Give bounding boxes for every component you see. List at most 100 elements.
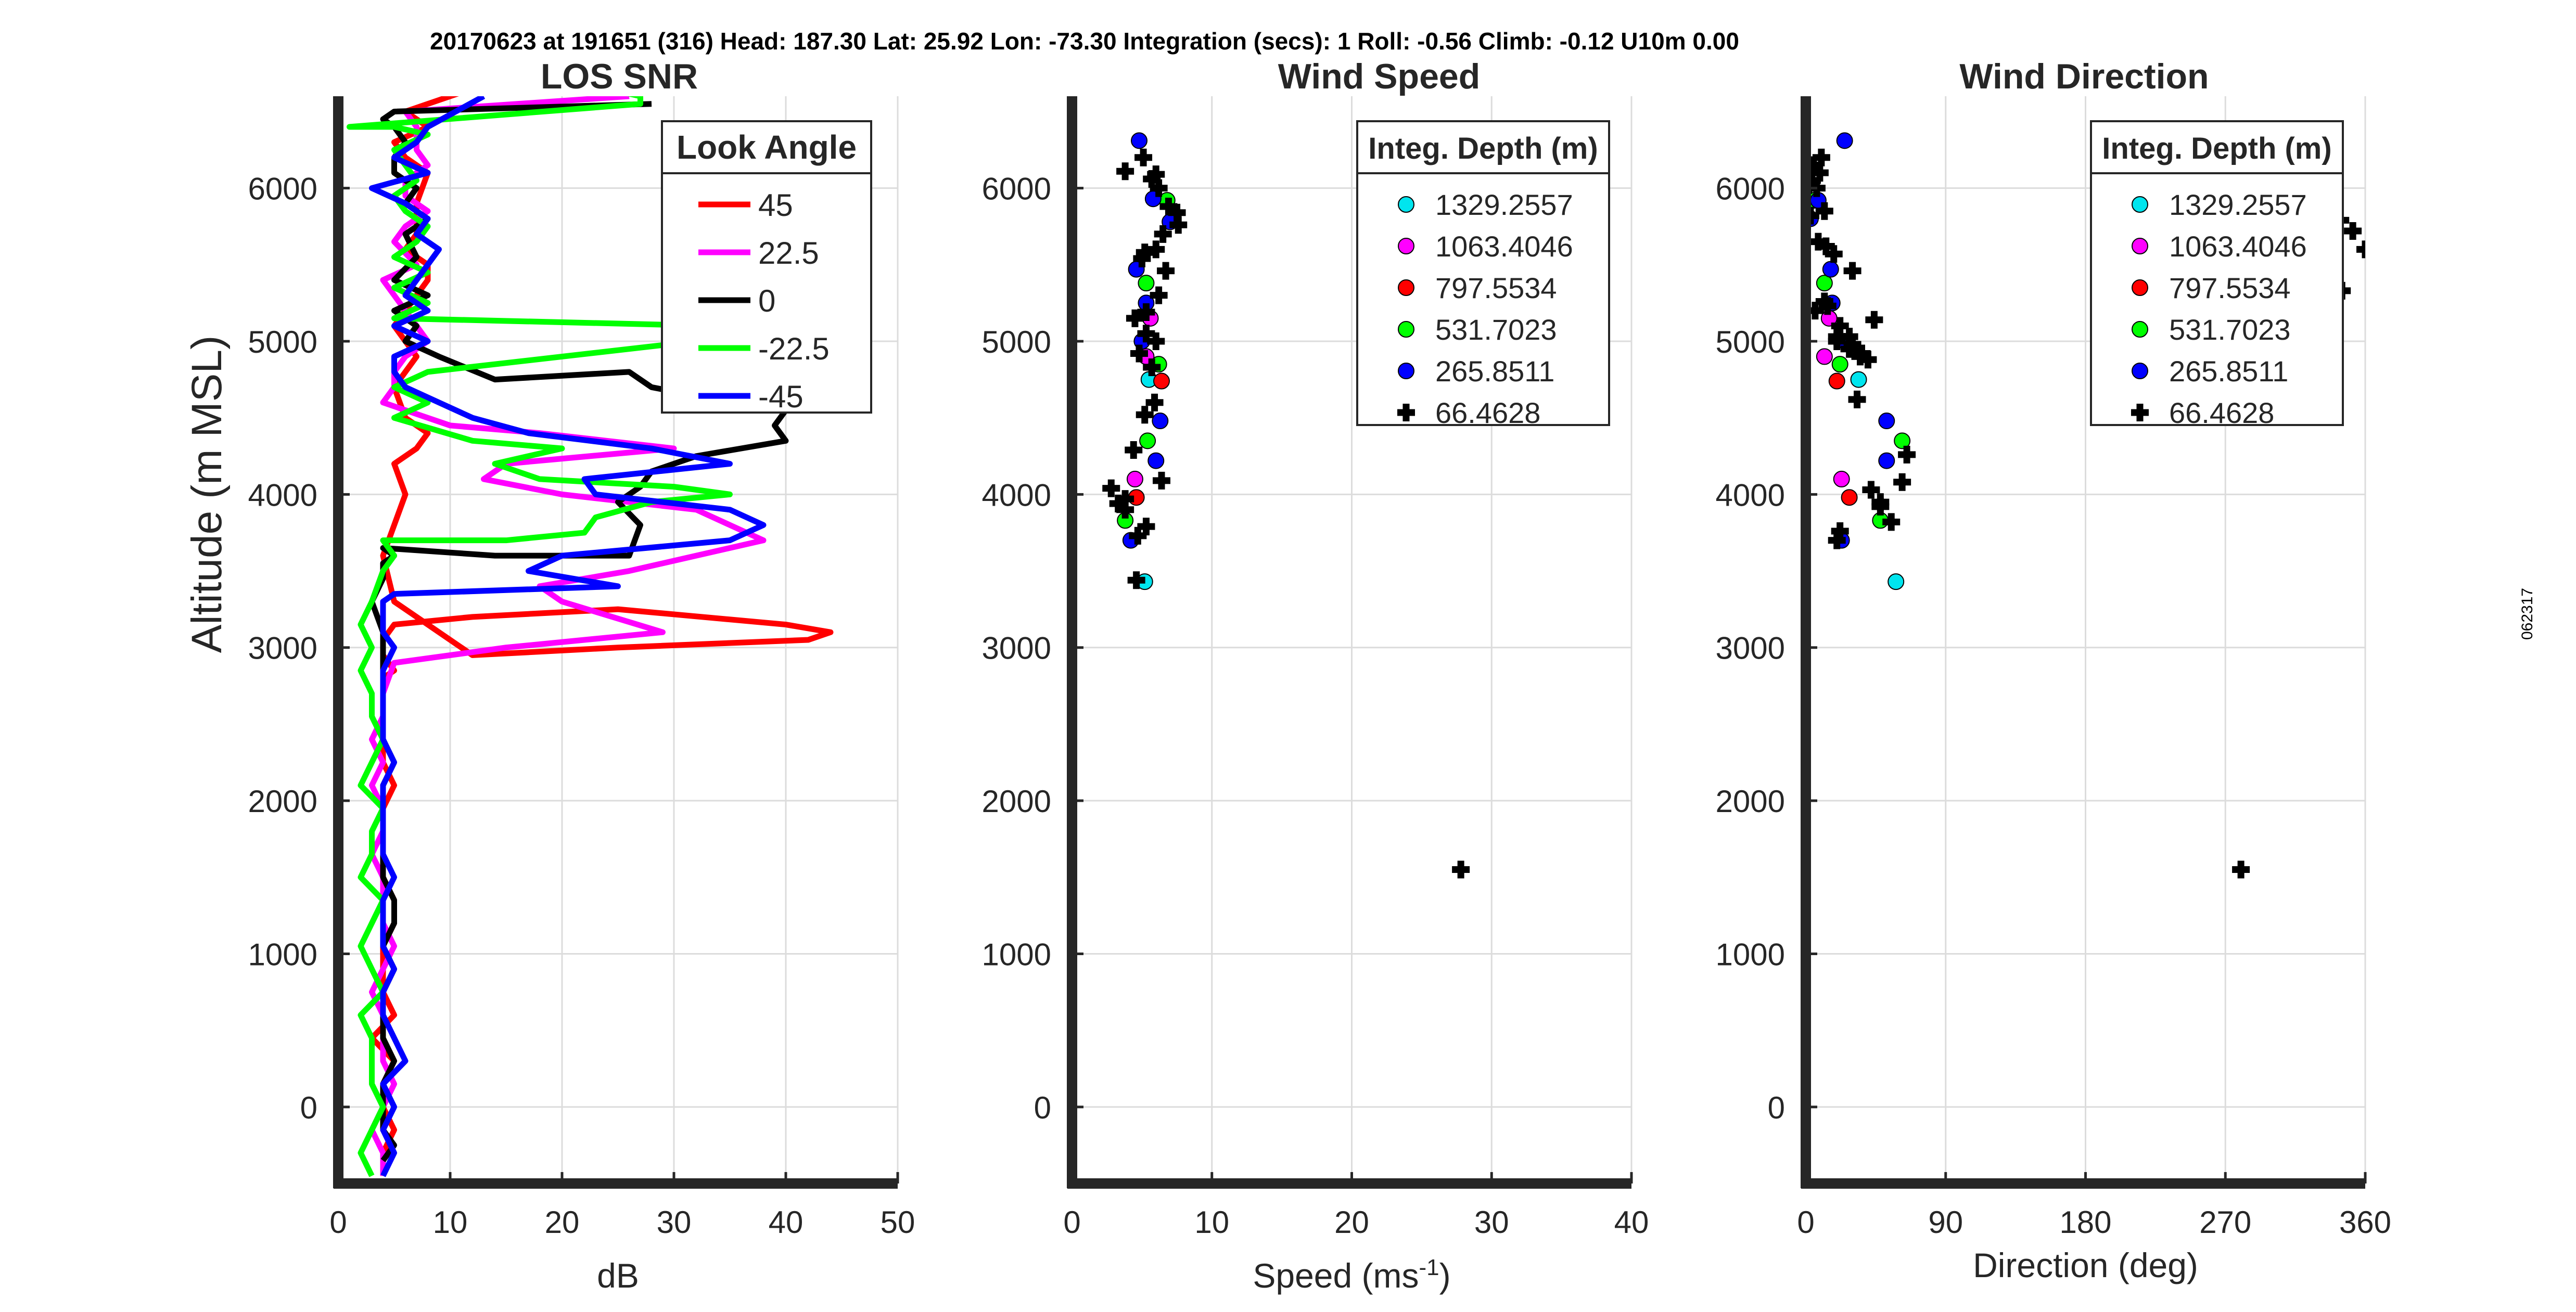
data-point-circle bbox=[1153, 372, 1170, 390]
legend-swatch-circle bbox=[2132, 196, 2148, 213]
data-point-plus bbox=[1898, 445, 1916, 464]
data-point-plus bbox=[1102, 479, 1120, 497]
data-point-plus bbox=[1153, 471, 1170, 490]
plot-data bbox=[347, 96, 834, 1177]
data-point-circle bbox=[1126, 470, 1143, 487]
y-tick-label: 2000 bbox=[1716, 784, 1785, 819]
data-point-plus bbox=[1871, 493, 1890, 511]
legend-title: Integ. Depth (m) bbox=[2102, 132, 2331, 165]
data-point-plus bbox=[1136, 406, 1154, 424]
legend-label: 531.7023 bbox=[2169, 313, 2291, 346]
data-point-plus bbox=[1840, 340, 1858, 358]
data-point-plus bbox=[2356, 240, 2365, 259]
legend-swatch-circle bbox=[2132, 321, 2148, 338]
legend-title: Look Angle bbox=[677, 128, 857, 166]
x-tick-label: 40 bbox=[769, 1205, 804, 1240]
x-tick-label: 0 bbox=[329, 1205, 347, 1240]
x-tick-label: 10 bbox=[1194, 1205, 1229, 1240]
data-point-circle bbox=[1878, 413, 1895, 430]
legend-label: 1329.2557 bbox=[1435, 188, 1573, 221]
data-point-plus bbox=[1143, 358, 1161, 377]
data-point-plus bbox=[1126, 309, 1144, 327]
data-point-plus bbox=[1831, 317, 1849, 335]
data-point-plus bbox=[1137, 303, 1155, 321]
x-axis-label-end: ) bbox=[1439, 1256, 1451, 1295]
x-tick-label: 30 bbox=[657, 1205, 692, 1240]
legend: Integ. Depth (m) 1329.2557 1063.4046 797.55… bbox=[2090, 120, 2344, 429]
legend-label: 0 bbox=[758, 284, 775, 318]
legend-label: 22.5 bbox=[758, 236, 819, 271]
x-tick-label: 270 bbox=[2199, 1205, 2251, 1240]
figure-header: 20170623 at 191651 (316) Head: 187.30 La… bbox=[430, 28, 1739, 55]
data-point-circle bbox=[1850, 371, 1867, 388]
data-point-plus bbox=[1815, 202, 1833, 220]
data-point-plus bbox=[1130, 344, 1148, 363]
data-point-plus bbox=[2344, 222, 2362, 240]
legend-label: 797.5534 bbox=[2169, 272, 2291, 304]
axes bbox=[1801, 96, 2367, 1189]
data-point-plus bbox=[1147, 240, 1165, 259]
legend-swatch-circle bbox=[1398, 196, 1414, 213]
data-point-plus bbox=[1843, 262, 1861, 280]
data-point-plus bbox=[1134, 148, 1153, 166]
data-point-circle bbox=[1147, 452, 1165, 469]
chart-title: Wind Speed bbox=[1278, 57, 1481, 96]
data-point-plus bbox=[1129, 526, 1147, 545]
legend-label: 531.7023 bbox=[1435, 313, 1557, 346]
plot-data bbox=[1102, 132, 1470, 879]
y-tick-label: 5000 bbox=[248, 325, 317, 359]
x-tick-label: 30 bbox=[1474, 1205, 1509, 1240]
y-tick-label: 5000 bbox=[1716, 325, 1785, 359]
x-tick-label: 20 bbox=[1334, 1205, 1369, 1240]
data-point-circle bbox=[1822, 261, 1839, 278]
legend-swatch-circle bbox=[1398, 363, 1414, 379]
data-point-plus bbox=[1452, 860, 1470, 879]
y-tick-label: 3000 bbox=[1716, 631, 1785, 666]
data-point-circle bbox=[1816, 275, 1833, 292]
y-tick-label: 3000 bbox=[248, 631, 317, 666]
legend-label: 66.4628 bbox=[1435, 396, 1540, 429]
y-tick-label: 3000 bbox=[982, 631, 1051, 666]
plot-data bbox=[1806, 132, 2365, 879]
y-tick-label: 1000 bbox=[248, 937, 317, 972]
series-line-22.5 bbox=[369, 96, 767, 1176]
data-point-plus bbox=[1147, 165, 1165, 184]
data-point-circle bbox=[1138, 275, 1155, 292]
data-point-plus bbox=[1865, 311, 1883, 329]
data-point-plus bbox=[1137, 325, 1155, 343]
data-point-circle bbox=[1888, 573, 1905, 590]
data-point-plus bbox=[1116, 490, 1134, 508]
y-axis-label: Altitude (m MSL) bbox=[183, 336, 231, 653]
data-point-plus bbox=[1831, 522, 1849, 540]
legend-swatch-circle bbox=[2132, 238, 2148, 254]
x-axis-label: Direction (deg) bbox=[1973, 1246, 2198, 1284]
data-point-plus bbox=[1127, 571, 1145, 589]
x-tick-label: 180 bbox=[2059, 1205, 2111, 1240]
chart-2: 0 10 20 30 40 0 1000 2000 3000 4000 5000 6000 Wind S… bbox=[982, 57, 1649, 1295]
y-tick-label: 0 bbox=[1768, 1090, 1785, 1125]
y-tick-label: 2000 bbox=[248, 784, 317, 819]
y-tick-label: 6000 bbox=[248, 172, 317, 207]
data-point-plus bbox=[1147, 332, 1165, 350]
data-point-circle bbox=[1139, 432, 1156, 449]
legend-label: 45 bbox=[758, 188, 793, 223]
data-point-plus bbox=[1159, 197, 1178, 215]
y-tick-label: 2000 bbox=[982, 784, 1051, 819]
legend-swatch-circle bbox=[1398, 238, 1414, 254]
series-line-45 bbox=[369, 96, 834, 1176]
x-tick-label: 90 bbox=[1928, 1205, 1963, 1240]
y-tick-label: 4000 bbox=[1716, 478, 1785, 512]
data-point-plus bbox=[1125, 441, 1143, 459]
legend-label: -45 bbox=[758, 379, 804, 414]
data-point-plus bbox=[1812, 148, 1830, 166]
data-point-circle bbox=[1152, 413, 1169, 430]
x-axis-label: Speed (ms-1) bbox=[1253, 1255, 1450, 1295]
data-point-plus bbox=[1154, 225, 1172, 243]
data-point-plus bbox=[1157, 262, 1175, 280]
data-point-plus bbox=[1809, 233, 1827, 251]
data-point-plus bbox=[1133, 250, 1151, 268]
axes bbox=[1067, 96, 1633, 1189]
x-tick-label: 0 bbox=[1797, 1205, 1814, 1240]
legend-swatch-circle bbox=[1398, 279, 1414, 296]
